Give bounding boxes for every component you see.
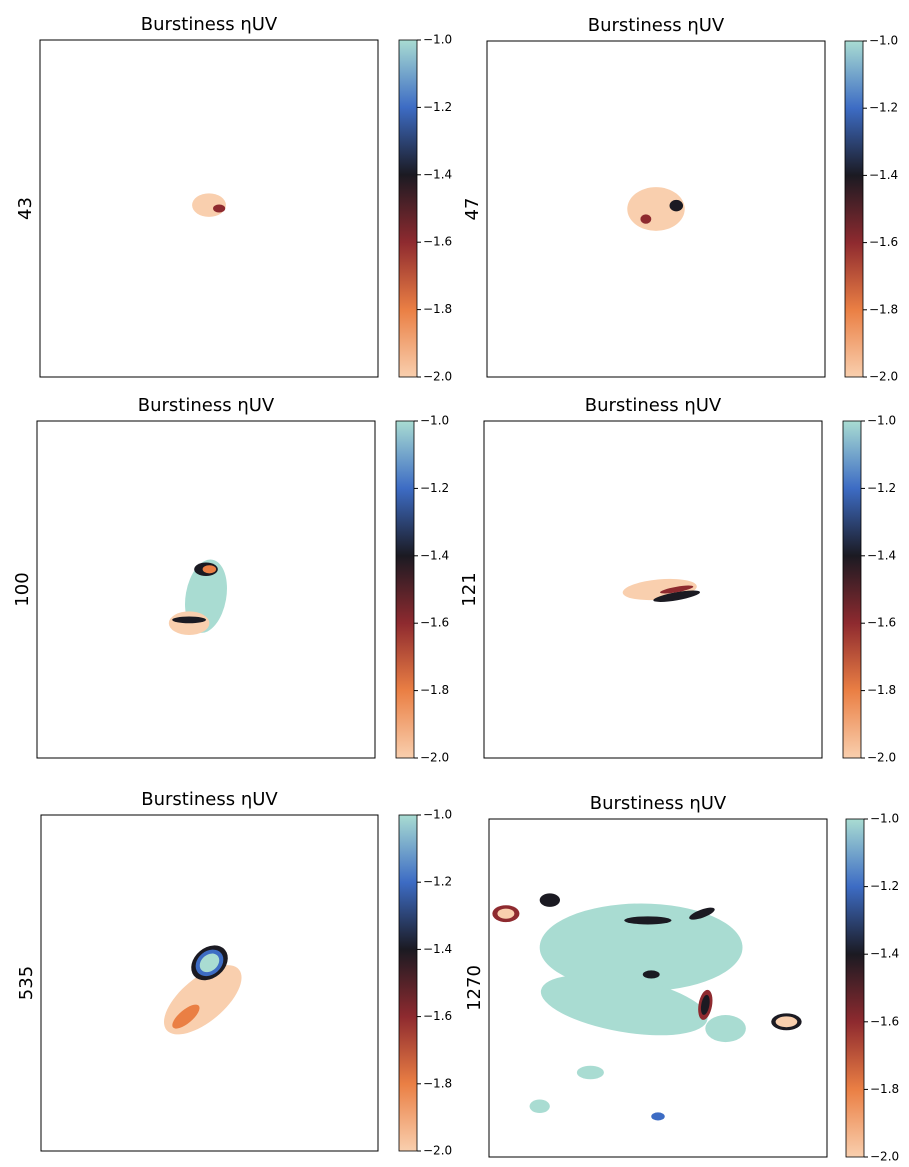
colorbar-tick-label: −1.2 [867, 481, 896, 495]
colorbar-tick-label: −1.0 [423, 33, 452, 47]
emission-region [775, 1016, 798, 1028]
y-axis-label: 47 [462, 198, 483, 221]
panel-title: Burstiness ηUV [141, 789, 278, 810]
colorbar-tick-label: −2.0 [870, 1150, 899, 1164]
panel-title: Burstiness ηUV [585, 395, 722, 416]
colorbar [398, 814, 418, 1152]
y-axis-label: 535 [16, 966, 37, 1000]
emission-region [539, 893, 560, 907]
colorbar [845, 818, 865, 1158]
emission-region [689, 907, 715, 920]
y-axis-label: 100 [12, 572, 33, 606]
colorbar-tick-label: −1.0 [423, 808, 452, 822]
colorbar-tick-label: −2.0 [423, 1144, 452, 1158]
emission-region [624, 916, 672, 925]
emission-region [640, 214, 652, 224]
panel: Burstiness ηUV 43 −1.0 −1.2 −1.4 −1.6 −1.8 −2.0 [15, 14, 452, 384]
emission-region [202, 565, 217, 574]
colorbar-tick-label: −1.2 [423, 100, 452, 114]
colorbar-tick-label: −1.6 [423, 1009, 452, 1023]
emission-region [172, 1004, 200, 1029]
emission-region [540, 974, 708, 1036]
colorbar-tick-label: −1.8 [869, 302, 898, 316]
heatmap-image [622, 578, 700, 602]
colorbar-tick-label: −1.4 [869, 168, 898, 182]
colorbar-tick-label: −1.2 [420, 481, 449, 495]
colorbar [395, 420, 415, 759]
emission-region [213, 204, 226, 213]
colorbar [842, 420, 862, 759]
colorbar-tick-label: −1.8 [870, 1082, 899, 1096]
emission-region [653, 590, 700, 602]
y-axis-label: 43 [15, 197, 36, 220]
colorbar [398, 39, 418, 378]
colorbar-tick-label: −2.0 [420, 751, 449, 765]
colorbar-tick-label: −1.8 [420, 683, 449, 697]
colorbar-tick-label: −1.8 [867, 683, 896, 697]
emission-region [660, 585, 694, 594]
colorbar-tick-label: −2.0 [869, 370, 898, 384]
emission-region [199, 953, 220, 973]
colorbar-tick-label: −1.4 [423, 942, 452, 956]
emission-region [539, 903, 743, 992]
panel-title: Burstiness ηUV [141, 14, 278, 35]
colorbar-tick-label: −1.4 [423, 167, 452, 181]
emission-region [651, 1112, 665, 1121]
panel: Burstiness ηUV 47 −1.0 −1.2 −1.4 −1.6 −1.8 −2.0 [462, 15, 898, 384]
colorbar-tick-label: −1.0 [869, 34, 898, 48]
image-frame [483, 420, 823, 759]
emission-region [669, 199, 684, 212]
image-frame [488, 818, 828, 1158]
colorbar-tick-label: −2.0 [867, 751, 896, 765]
colorbar-tick-label: −2.0 [423, 370, 452, 384]
y-axis-label: 121 [459, 572, 480, 606]
panel: Burstiness ηUV 535 −1.0 −1.2 −1.4 −1.6 −1.8 −2.… [16, 789, 452, 1158]
emission-region [497, 908, 515, 919]
colorbar-tick-label: −1.4 [870, 947, 899, 961]
emission-region [705, 1015, 746, 1043]
heatmap-image [168, 559, 227, 635]
colorbar-tick-label: −1.2 [870, 879, 899, 893]
y-axis-label: 1270 [464, 965, 485, 1011]
emission-region [700, 994, 710, 1015]
emission-region [172, 616, 207, 624]
heatmap-image [627, 187, 685, 231]
colorbar-tick-label: −1.8 [423, 1076, 452, 1090]
panel-title: Burstiness ηUV [590, 793, 727, 814]
emission-region [168, 611, 210, 635]
panel-title: Burstiness ηUV [588, 15, 725, 36]
heatmap-image [163, 945, 242, 1035]
colorbar-tick-label: −1.4 [867, 548, 896, 562]
image-frame [36, 420, 376, 759]
colorbar-tick-label: −1.2 [869, 101, 898, 115]
colorbar-tick-label: −1.0 [420, 414, 449, 428]
panel: Burstiness ηUV 121 −1.0 −1.2 −1.4 −1.6 −1.8 −2.… [459, 395, 896, 765]
colorbar-tick-label: −1.2 [423, 875, 452, 889]
colorbar-tick-label: −1.6 [867, 616, 896, 630]
colorbar-tick-label: −1.0 [870, 812, 899, 826]
emission-region [642, 970, 660, 979]
colorbar-tick-label: −1.6 [869, 235, 898, 249]
panel-title: Burstiness ηUV [138, 395, 275, 416]
emission-region [529, 1099, 550, 1114]
heatmap-image [492, 893, 802, 1121]
colorbar-tick-label: −1.0 [867, 414, 896, 428]
emission-region [576, 1065, 604, 1080]
image-frame [486, 40, 826, 378]
colorbar-tick-label: −1.8 [423, 302, 452, 316]
panel: Burstiness ηUV 1270 −1.0 −1.2 −1.4 −1.6 −1.8 −2… [464, 793, 899, 1164]
colorbar-tick-label: −1.6 [420, 616, 449, 630]
colorbar-tick-label: −1.6 [870, 1014, 899, 1028]
panel: Burstiness ηUV 100 −1.0 −1.2 −1.4 −1.6 −1.8 −2.… [12, 395, 449, 765]
image-frame [40, 814, 379, 1152]
colorbar-tick-label: −1.4 [420, 548, 449, 562]
colorbar [844, 40, 864, 378]
colorbar-tick-label: −1.6 [423, 235, 452, 249]
image-frame [39, 39, 379, 378]
heatmap-image [192, 193, 226, 217]
